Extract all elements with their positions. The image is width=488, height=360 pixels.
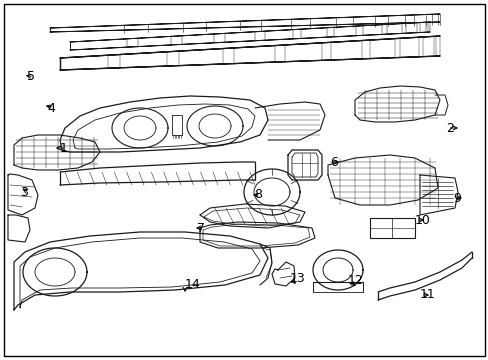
Text: 3: 3 xyxy=(20,185,28,198)
Text: 13: 13 xyxy=(289,271,305,284)
Text: 9: 9 xyxy=(452,192,460,204)
Text: 11: 11 xyxy=(419,288,435,302)
Text: 7: 7 xyxy=(197,221,204,234)
Text: 10: 10 xyxy=(414,213,430,226)
Text: 1: 1 xyxy=(60,141,68,154)
Text: 5: 5 xyxy=(27,71,35,84)
Text: 8: 8 xyxy=(253,189,262,202)
Text: 6: 6 xyxy=(329,156,337,168)
Text: 4: 4 xyxy=(47,102,55,114)
Text: 2: 2 xyxy=(445,122,453,135)
Text: 12: 12 xyxy=(347,274,363,287)
Text: 14: 14 xyxy=(184,279,201,292)
